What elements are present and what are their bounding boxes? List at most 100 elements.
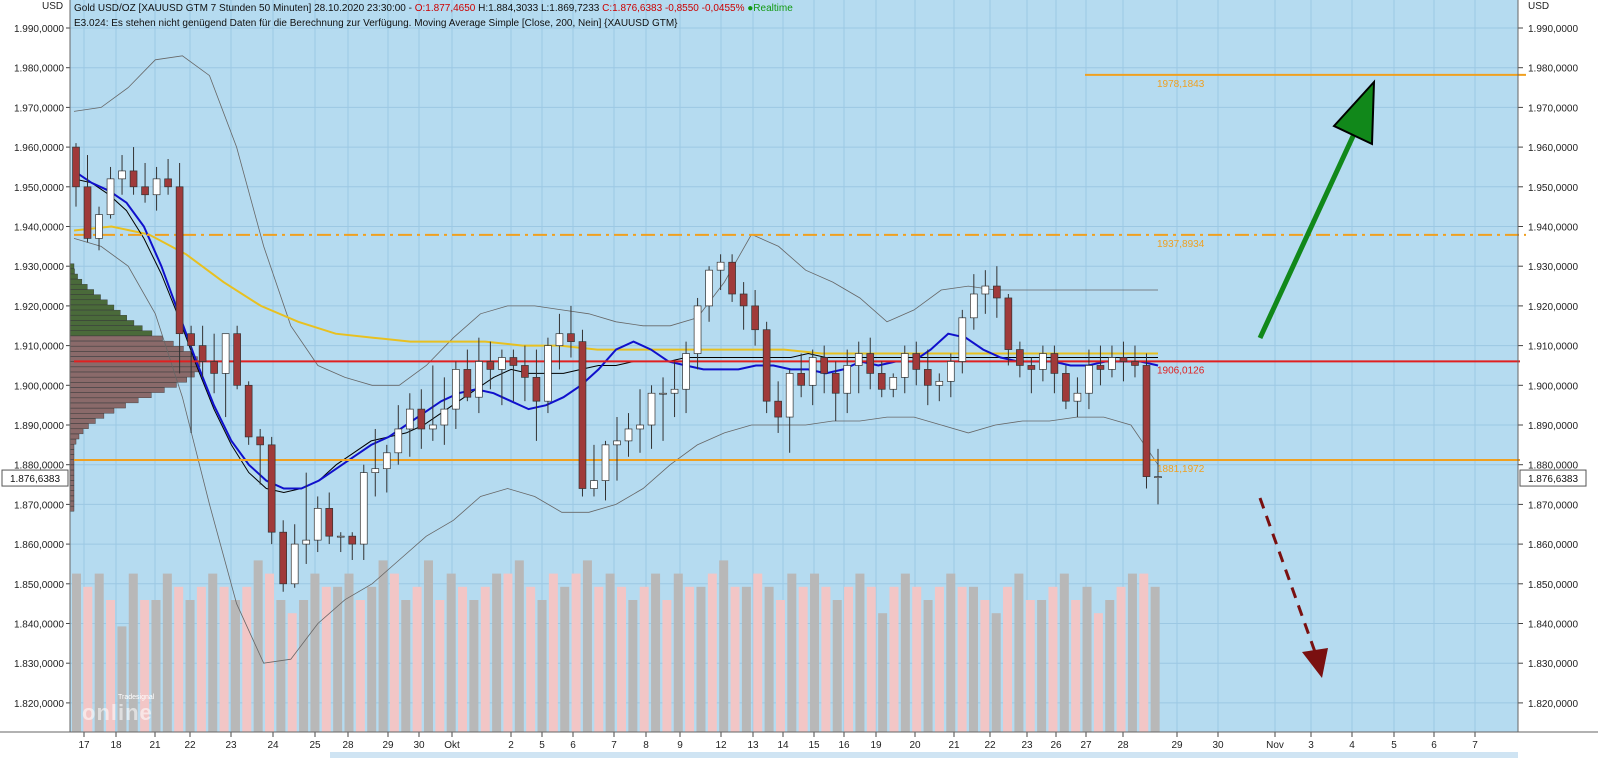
volume-bar <box>923 600 933 732</box>
candle-body <box>670 388 679 394</box>
volume-bar <box>980 600 990 732</box>
candle-body <box>72 146 80 188</box>
volume-bar <box>230 600 240 732</box>
volume-bar <box>435 600 445 732</box>
x-tick-label: 5 <box>539 740 545 751</box>
candle-body <box>348 535 357 545</box>
volume-bar <box>719 560 729 732</box>
candle-body <box>843 365 852 394</box>
candle-body <box>820 357 828 374</box>
candle-body <box>210 361 218 374</box>
volume-bar <box>878 613 888 732</box>
x-tick-label: 29 <box>1171 740 1183 751</box>
x-tick-label: 3 <box>1308 740 1314 751</box>
candlesticks <box>72 143 1162 592</box>
volume-bar <box>707 573 717 732</box>
volume-profile-bar <box>69 423 89 429</box>
x-tick-label: 23 <box>1021 740 1033 751</box>
candle-body <box>83 186 92 239</box>
volume-profile-bar <box>69 294 101 300</box>
candle-body <box>751 305 759 331</box>
volume-bar <box>1071 600 1081 732</box>
volume-bar <box>117 626 127 732</box>
volume-bar <box>889 586 899 732</box>
volume-bar <box>128 573 138 732</box>
volume-bar <box>526 586 536 732</box>
candle-body <box>854 353 863 366</box>
volume-profile-bar <box>69 506 75 512</box>
candle-body <box>993 285 1001 299</box>
candle-body <box>613 440 621 446</box>
volume-profile-bar <box>69 469 75 476</box>
realtime-label: Realtime <box>753 3 793 14</box>
y-tick-label-left: 1.950,0000 <box>14 183 64 194</box>
volume-bar <box>617 586 626 732</box>
volume-profile-bar <box>69 397 139 404</box>
candle-body <box>693 305 702 354</box>
candle-body <box>475 361 483 398</box>
y-tick-label-left: 1.820,0000 <box>14 699 64 710</box>
volume-profile-bar <box>69 325 143 331</box>
volume-bar <box>548 573 558 732</box>
x-tick-label: 24 <box>267 740 279 751</box>
candle-body <box>532 377 541 402</box>
candle-body <box>935 380 944 386</box>
up-arrow-line <box>1257 106 1369 340</box>
volume-bar <box>844 586 854 732</box>
volume-bar <box>934 586 944 732</box>
y-axis-right: 1.990,0000 1.980,0000 1.970,0000 1.960,0000… <box>1517 0 1578 732</box>
y-tick-label-right: 1.930,0000 <box>1528 262 1578 273</box>
up-arrow-head <box>1332 79 1376 146</box>
candle-body <box>1142 365 1151 477</box>
volume-bar <box>208 573 218 732</box>
volume-bar <box>957 586 967 732</box>
x-tick-label: 22 <box>184 740 196 751</box>
volume-profile-bar <box>69 449 75 455</box>
volume-profile-bar <box>69 413 105 419</box>
candle-body <box>244 384 253 438</box>
volume-bar <box>900 573 910 732</box>
y-tick-label-right: 1.850,0000 <box>1528 580 1578 591</box>
candle-body <box>486 361 495 370</box>
level-label: 1881,1972 <box>1157 464 1205 475</box>
volume-profile-bar <box>69 495 75 502</box>
header-close: C:1.876,6383 -0,8550 -0,0455% <box>602 3 745 14</box>
volume-profile-bar <box>69 418 96 424</box>
volume-bar <box>423 560 433 732</box>
x-tick-label: 19 <box>870 740 882 751</box>
candle-body <box>636 424 644 430</box>
volume-bar <box>1025 600 1035 732</box>
candle-body <box>290 543 299 585</box>
last-price-marker-left <box>1 469 69 487</box>
left-axis-unit: USD <box>42 1 64 12</box>
volume-profile-bar <box>69 402 126 409</box>
volume-bar <box>321 586 331 732</box>
level-label: 1937,8934 <box>1157 239 1205 250</box>
volume-bar <box>514 560 524 732</box>
horizontal-scrollbar[interactable] <box>330 752 1518 758</box>
y-tick-label-left: 1.880,0000 <box>14 461 64 472</box>
volume-bar <box>832 600 842 732</box>
candle-body <box>359 472 368 545</box>
candle-body <box>866 353 875 374</box>
x-tick-label: 27 <box>1080 740 1092 751</box>
volume-profile-bar <box>69 284 88 290</box>
volume-bar <box>1105 600 1115 732</box>
candle-body <box>95 214 103 239</box>
volume-bar <box>639 586 649 732</box>
x-tick-label: 14 <box>777 740 789 751</box>
header-open: O:1.877,4650 <box>414 3 476 14</box>
x-tick-label: 5 <box>1391 740 1397 751</box>
volume-profile-bar <box>69 273 78 280</box>
volume-profile-bar <box>69 330 153 336</box>
forecast-arrows <box>1257 79 1376 678</box>
volume-profile-bar <box>69 387 165 393</box>
volume-bar <box>605 573 615 732</box>
volume-bar <box>821 586 831 732</box>
x-tick-label: 20 <box>909 740 921 751</box>
candle-body <box>313 508 322 541</box>
x-tick-label: 26 <box>1050 740 1062 751</box>
volume-bar <box>367 586 377 732</box>
candle-body <box>624 428 633 442</box>
